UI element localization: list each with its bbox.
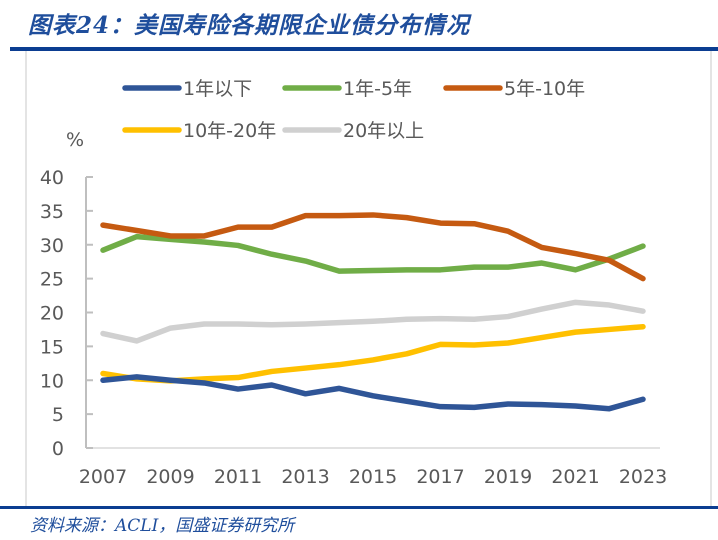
x-tick-label: 2023	[619, 466, 667, 488]
series-line-3	[100, 323, 646, 384]
chart-title: 图表24：美国寿险各期限企业债分布情况	[28, 12, 471, 39]
legend-label: 1年-5年	[343, 78, 412, 100]
y-tick-label: 15	[40, 336, 64, 358]
x-tick-label: 2019	[484, 466, 532, 488]
x-tick-label: 2021	[551, 466, 599, 488]
y-tick-label: 30	[40, 235, 64, 257]
legend: 1年以下 1年-5年 5年-10年 10年-20年 20年以上	[122, 78, 585, 142]
x-tick-label: 2017	[416, 466, 464, 488]
x-tick-label: 2011	[214, 466, 262, 488]
y-tick-label: 40	[40, 167, 64, 189]
axes: 0 5 10 15 20 25 30 35 40 2007 2009 2011 2013 2015 2017…	[40, 167, 667, 488]
y-tick-label: 5	[52, 404, 64, 426]
legend-label: 5年-10年	[504, 78, 585, 100]
footer-divider	[0, 506, 718, 509]
series-line-2	[100, 212, 646, 282]
y-tick-label: 25	[40, 269, 64, 291]
x-tick-label: 2007	[79, 466, 127, 488]
source-note: 资料来源：ACLI，国盛证券研究所	[30, 516, 295, 536]
x-tick-label: 2015	[349, 466, 397, 488]
y-tick-label: 20	[40, 303, 64, 325]
chart-frame	[25, 51, 712, 506]
series-line-1	[100, 233, 646, 274]
legend-label: 20年以上	[343, 120, 424, 142]
y-axis-unit-label: %	[66, 129, 84, 151]
y-tick-label: 35	[40, 201, 64, 223]
plot-area	[100, 212, 646, 412]
series-line-4	[100, 299, 646, 344]
series-line-0	[100, 374, 646, 412]
y-tick-label: 10	[40, 370, 64, 392]
x-tick-label: 2009	[146, 466, 194, 488]
y-tick-label: 0	[52, 438, 64, 460]
title-divider	[10, 47, 718, 51]
legend-label: 1年以下	[183, 78, 252, 100]
legend-label: 10年-20年	[183, 120, 276, 142]
x-tick-label: 2013	[281, 466, 329, 488]
